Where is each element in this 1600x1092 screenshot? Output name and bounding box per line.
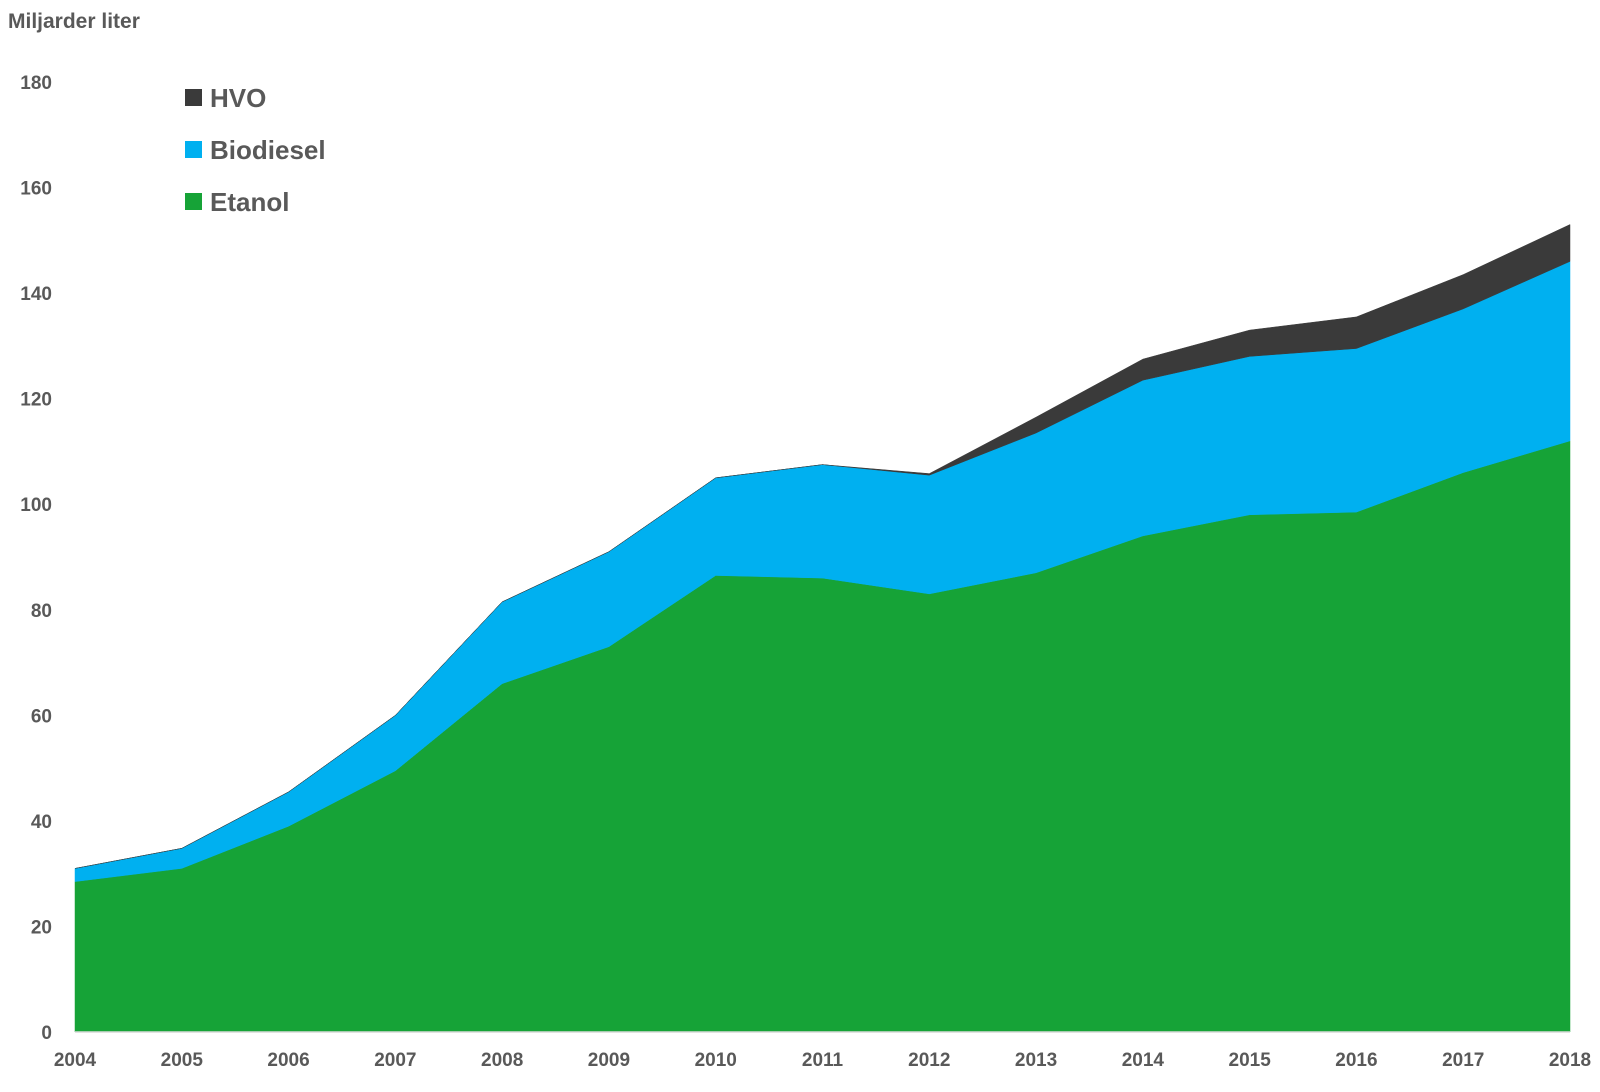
x-axis-ticks: 2004 2005 2006 2007 2008 2009 2010 2011 2012 2013… — [54, 1050, 1591, 1071]
x-tick-label: 2013 — [1015, 1050, 1057, 1071]
x-tick-label: 2007 — [374, 1050, 416, 1071]
legend-swatch-biodiesel — [185, 141, 202, 158]
x-tick-label: 2008 — [481, 1050, 523, 1071]
y-tick-label: 180 — [20, 73, 52, 94]
x-tick-label: 2017 — [1442, 1050, 1484, 1071]
x-tick-label: 2016 — [1335, 1050, 1377, 1071]
y-tick-label: 140 — [20, 284, 52, 305]
x-tick-label: 2014 — [1122, 1050, 1165, 1071]
x-tick-label: 2012 — [908, 1050, 950, 1071]
legend-swatch-hvo — [185, 89, 202, 106]
x-tick-label: 2018 — [1549, 1050, 1591, 1071]
y-tick-label: 80 — [31, 601, 52, 622]
legend-label-hvo: HVO — [210, 83, 266, 113]
x-tick-label: 2005 — [161, 1050, 204, 1071]
y-tick-label: 100 — [20, 495, 52, 516]
legend: HVO Biodiesel Etanol — [185, 83, 326, 217]
area-series-hvo — [74, 224, 1571, 869]
legend-swatch-etanol — [185, 193, 202, 210]
y-tick-label: 40 — [31, 812, 52, 833]
x-tick-label: 2010 — [695, 1050, 737, 1071]
x-tick-label: 2009 — [588, 1050, 630, 1071]
legend-label-biodiesel: Biodiesel — [210, 135, 326, 165]
y-axis-ticks: 0 20 40 60 80 100 120 140 160 180 — [20, 73, 52, 1044]
y-axis-label: Miljarder liter — [8, 10, 140, 33]
x-tick-label: 2006 — [267, 1050, 309, 1071]
x-tick-label: 2011 — [802, 1050, 844, 1071]
y-tick-label: 0 — [41, 1023, 52, 1044]
y-tick-label: 60 — [31, 706, 52, 727]
y-tick-label: 160 — [20, 179, 52, 200]
legend-label-etanol: Etanol — [210, 187, 289, 217]
plot-areas — [74, 224, 1571, 1033]
y-tick-label: 120 — [20, 390, 52, 411]
x-tick-label: 2004 — [54, 1050, 97, 1071]
x-tick-label: 2015 — [1229, 1050, 1272, 1071]
y-tick-label: 20 — [31, 917, 52, 938]
